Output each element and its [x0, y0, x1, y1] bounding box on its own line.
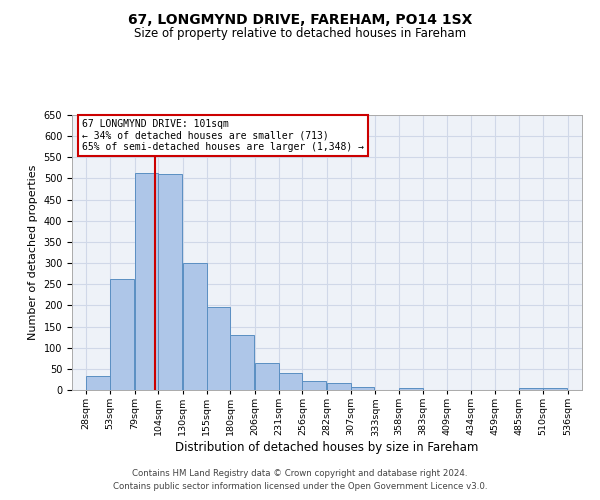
Bar — [399, 388, 423, 390]
X-axis label: Distribution of detached houses by size in Fareham: Distribution of detached houses by size … — [175, 441, 479, 454]
Bar — [206, 307, 230, 390]
Bar — [543, 388, 567, 390]
Bar — [350, 386, 374, 390]
Bar — [255, 362, 278, 390]
Bar — [134, 173, 158, 390]
Bar — [183, 262, 206, 390]
Bar — [327, 383, 350, 390]
Bar — [158, 174, 182, 390]
Y-axis label: Number of detached properties: Number of detached properties — [28, 165, 38, 340]
Text: 67, LONGMYND DRIVE, FAREHAM, PO14 1SX: 67, LONGMYND DRIVE, FAREHAM, PO14 1SX — [128, 12, 472, 26]
Bar — [86, 376, 110, 390]
Bar — [302, 380, 326, 390]
Bar — [230, 334, 254, 390]
Bar — [110, 278, 134, 390]
Bar — [520, 388, 543, 390]
Text: 67 LONGMYND DRIVE: 101sqm
← 34% of detached houses are smaller (713)
65% of semi: 67 LONGMYND DRIVE: 101sqm ← 34% of detac… — [82, 119, 364, 152]
Text: Contains public sector information licensed under the Open Government Licence v3: Contains public sector information licen… — [113, 482, 487, 491]
Text: Contains HM Land Registry data © Crown copyright and database right 2024.: Contains HM Land Registry data © Crown c… — [132, 468, 468, 477]
Text: Size of property relative to detached houses in Fareham: Size of property relative to detached ho… — [134, 28, 466, 40]
Bar — [278, 373, 302, 390]
